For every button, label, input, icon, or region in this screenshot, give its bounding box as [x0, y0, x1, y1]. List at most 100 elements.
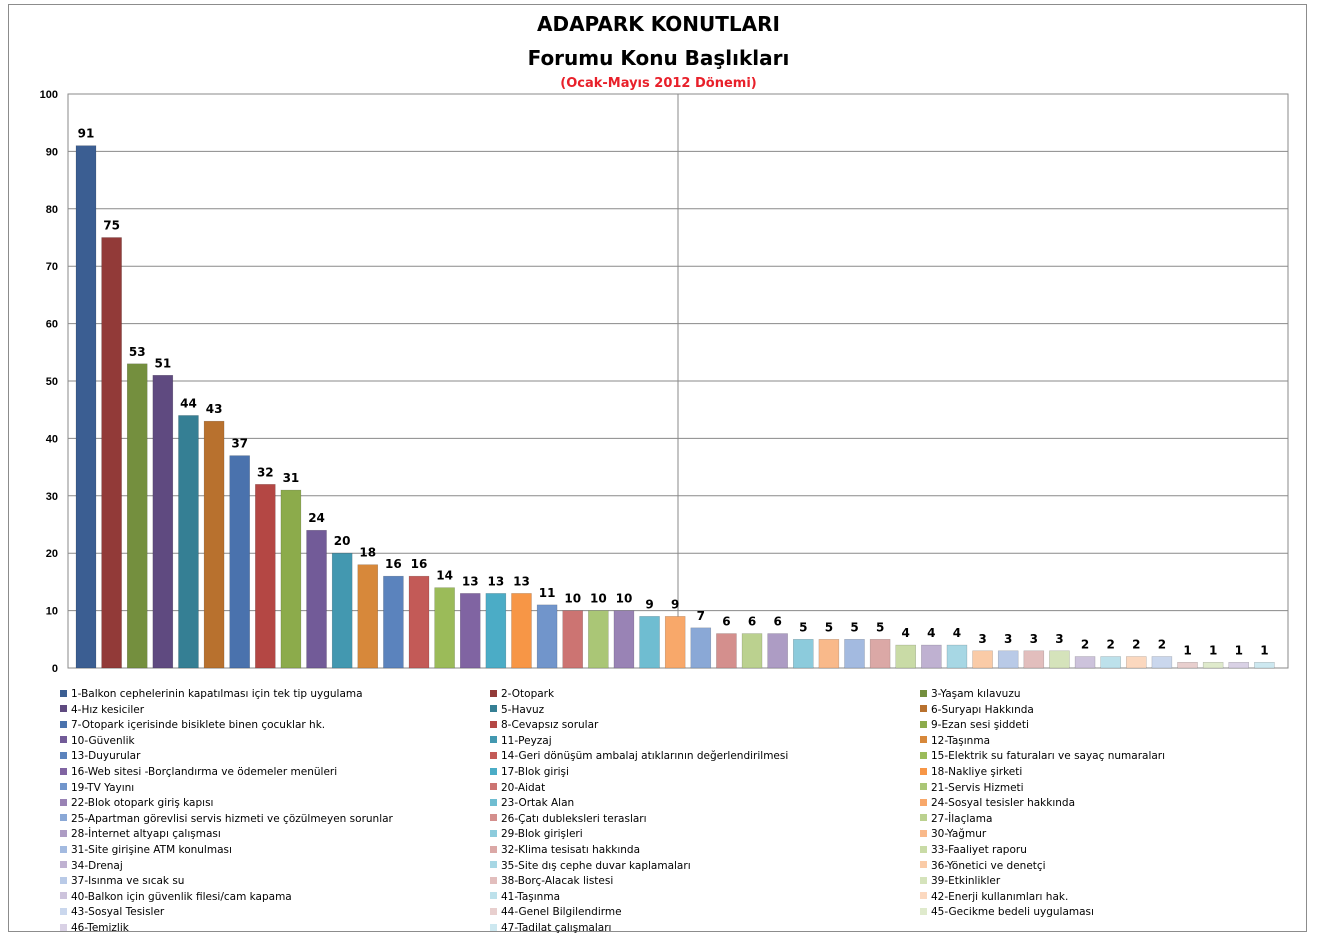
legend-item-20: 20-Aidat — [490, 782, 545, 794]
data-label-47: 1 — [1260, 643, 1268, 657]
data-label-41: 2 — [1106, 638, 1114, 652]
legend-item-26: 26-Çatı dubleksleri terasları — [490, 813, 647, 825]
legend-item-13: 13-Duyurular — [60, 750, 140, 762]
data-label-32: 5 — [876, 620, 884, 634]
legend-swatch — [490, 720, 497, 728]
data-label-31: 5 — [850, 620, 858, 634]
y-tick-label: 100 — [40, 89, 58, 101]
legend-item-32: 32-Klima tesisatı hakkında — [490, 844, 640, 856]
legend-item-2: 2-Otopark — [490, 688, 554, 700]
legend-label: 7-Otopark içerisinde bisiklete binen çoc… — [71, 719, 326, 732]
y-tick-label: 90 — [46, 146, 58, 158]
bar-36 — [972, 650, 993, 669]
legend-swatch — [60, 767, 67, 775]
legend-item-8: 8-Cevapsız sorular — [490, 719, 598, 731]
legend-label: 37-Isınma ve sıcak su — [71, 875, 185, 888]
data-label-43: 2 — [1158, 638, 1166, 652]
legend-swatch — [920, 720, 927, 728]
y-tick-label: 50 — [46, 376, 58, 388]
bar-37 — [997, 650, 1019, 669]
legend-label: 47-Tadilat çalışmaları — [501, 922, 612, 934]
bar-43 — [1151, 656, 1173, 669]
legend-item-35: 35-Site dış cephe duvar kaplamaları — [490, 860, 691, 872]
chart-title: ADAPARK KONUTLARI — [536, 12, 780, 36]
legend-swatch — [920, 892, 927, 900]
legend-item-29: 29-Blok girişleri — [490, 828, 583, 840]
data-label-5: 44 — [180, 396, 197, 410]
bar-21 — [588, 610, 609, 669]
y-tick-label: 40 — [46, 433, 58, 445]
bar-17 — [485, 593, 507, 669]
legend-swatch — [490, 814, 497, 822]
y-tick-label: 70 — [46, 261, 58, 273]
data-label-45: 1 — [1209, 643, 1217, 657]
legend-label: 35-Site dış cephe duvar kaplamaları — [501, 859, 691, 872]
legend-label: 11-Peyzaj — [501, 734, 552, 747]
chart-subtitle: Forumu Konu Başlıkları — [527, 46, 790, 70]
legend-label: 13-Duyurular — [71, 750, 141, 763]
bar-20 — [562, 610, 583, 669]
legend-item-45: 45-Gecikme bedeli uygulaması — [920, 906, 1094, 918]
legend-swatch — [920, 907, 927, 915]
data-label-1: 91 — [78, 127, 95, 141]
legend-item-10: 10-Güvenlik — [60, 735, 135, 747]
legend-swatch — [490, 861, 497, 869]
bar-22 — [613, 610, 635, 669]
legend-swatch — [60, 814, 67, 822]
bar-5 — [178, 415, 199, 669]
bar-30 — [818, 639, 840, 669]
data-label-33: 4 — [902, 626, 910, 640]
legend-swatch — [920, 689, 927, 697]
legend-label: 28-İnternet altyapı çalışması — [71, 828, 221, 841]
legend-label: 39-Etkinlikler — [931, 875, 1001, 888]
data-label-18: 13 — [513, 574, 530, 588]
legend-item-33: 33-Faaliyet raporu — [920, 844, 1027, 856]
legend-item-25: 25-Apartman görevlisi servis hizmeti ve … — [60, 813, 393, 825]
legend-label: 4-Hız kesiciler — [71, 703, 145, 716]
y-tick-label: 80 — [46, 204, 58, 216]
bar-38 — [1023, 650, 1045, 669]
data-label-19: 11 — [539, 586, 556, 600]
legend-label: 17-Blok girişi — [501, 766, 569, 778]
data-label-13: 16 — [385, 557, 402, 571]
legend-item-37: 37-Isınma ve sıcak su — [60, 875, 184, 887]
bar-7 — [229, 455, 250, 669]
data-label-7: 37 — [231, 437, 248, 451]
legend-swatch — [60, 783, 67, 791]
bar-8 — [255, 484, 276, 669]
legend-swatch — [490, 751, 497, 759]
data-label-39: 3 — [1055, 632, 1063, 646]
legend-item-6: 6-Suryapı Hakkında — [920, 704, 1034, 716]
legend-swatch — [60, 923, 67, 931]
legend-swatch — [60, 705, 67, 713]
legend-label: 23-Ortak Alan — [501, 797, 575, 810]
data-label-2: 75 — [103, 219, 120, 233]
data-label-9: 31 — [283, 471, 300, 485]
legend-swatch — [920, 783, 927, 791]
legend-item-38: 38-Borç-Alacak listesi — [490, 875, 613, 887]
data-label-40: 2 — [1081, 638, 1089, 652]
legend-swatch — [490, 829, 497, 837]
bar-44 — [1177, 662, 1198, 669]
legend-item-24: 24-Sosyal tesisler hakkında — [920, 797, 1075, 809]
data-label-37: 3 — [1004, 632, 1012, 646]
bar-9 — [280, 489, 302, 669]
legend-label: 30-Yağmur — [931, 828, 987, 841]
legend-label: 25-Apartman görevlisi servis hizmeti ve … — [71, 812, 393, 825]
bar-25 — [690, 627, 712, 669]
bar-45 — [1202, 662, 1224, 669]
bar-39 — [1049, 650, 1070, 669]
data-label-10: 24 — [308, 511, 325, 525]
legend-swatch — [920, 705, 927, 713]
legend-label: 46-Temizlik — [71, 922, 129, 934]
bar-23 — [639, 616, 660, 669]
bar-47 — [1254, 662, 1275, 669]
legend-label: 16-Web sitesi -Borçlandırma ve ödemeler … — [71, 766, 338, 778]
legend-item-43: 43-Sosyal Tesisler — [60, 906, 164, 918]
legend-swatch — [60, 892, 67, 900]
legend-item-23: 23-Ortak Alan — [490, 797, 574, 809]
data-label-3: 53 — [129, 345, 146, 359]
legend-item-5: 5-Havuz — [490, 704, 544, 716]
bar-18 — [511, 593, 532, 669]
legend-label: 24-Sosyal tesisler hakkında — [931, 797, 1076, 810]
